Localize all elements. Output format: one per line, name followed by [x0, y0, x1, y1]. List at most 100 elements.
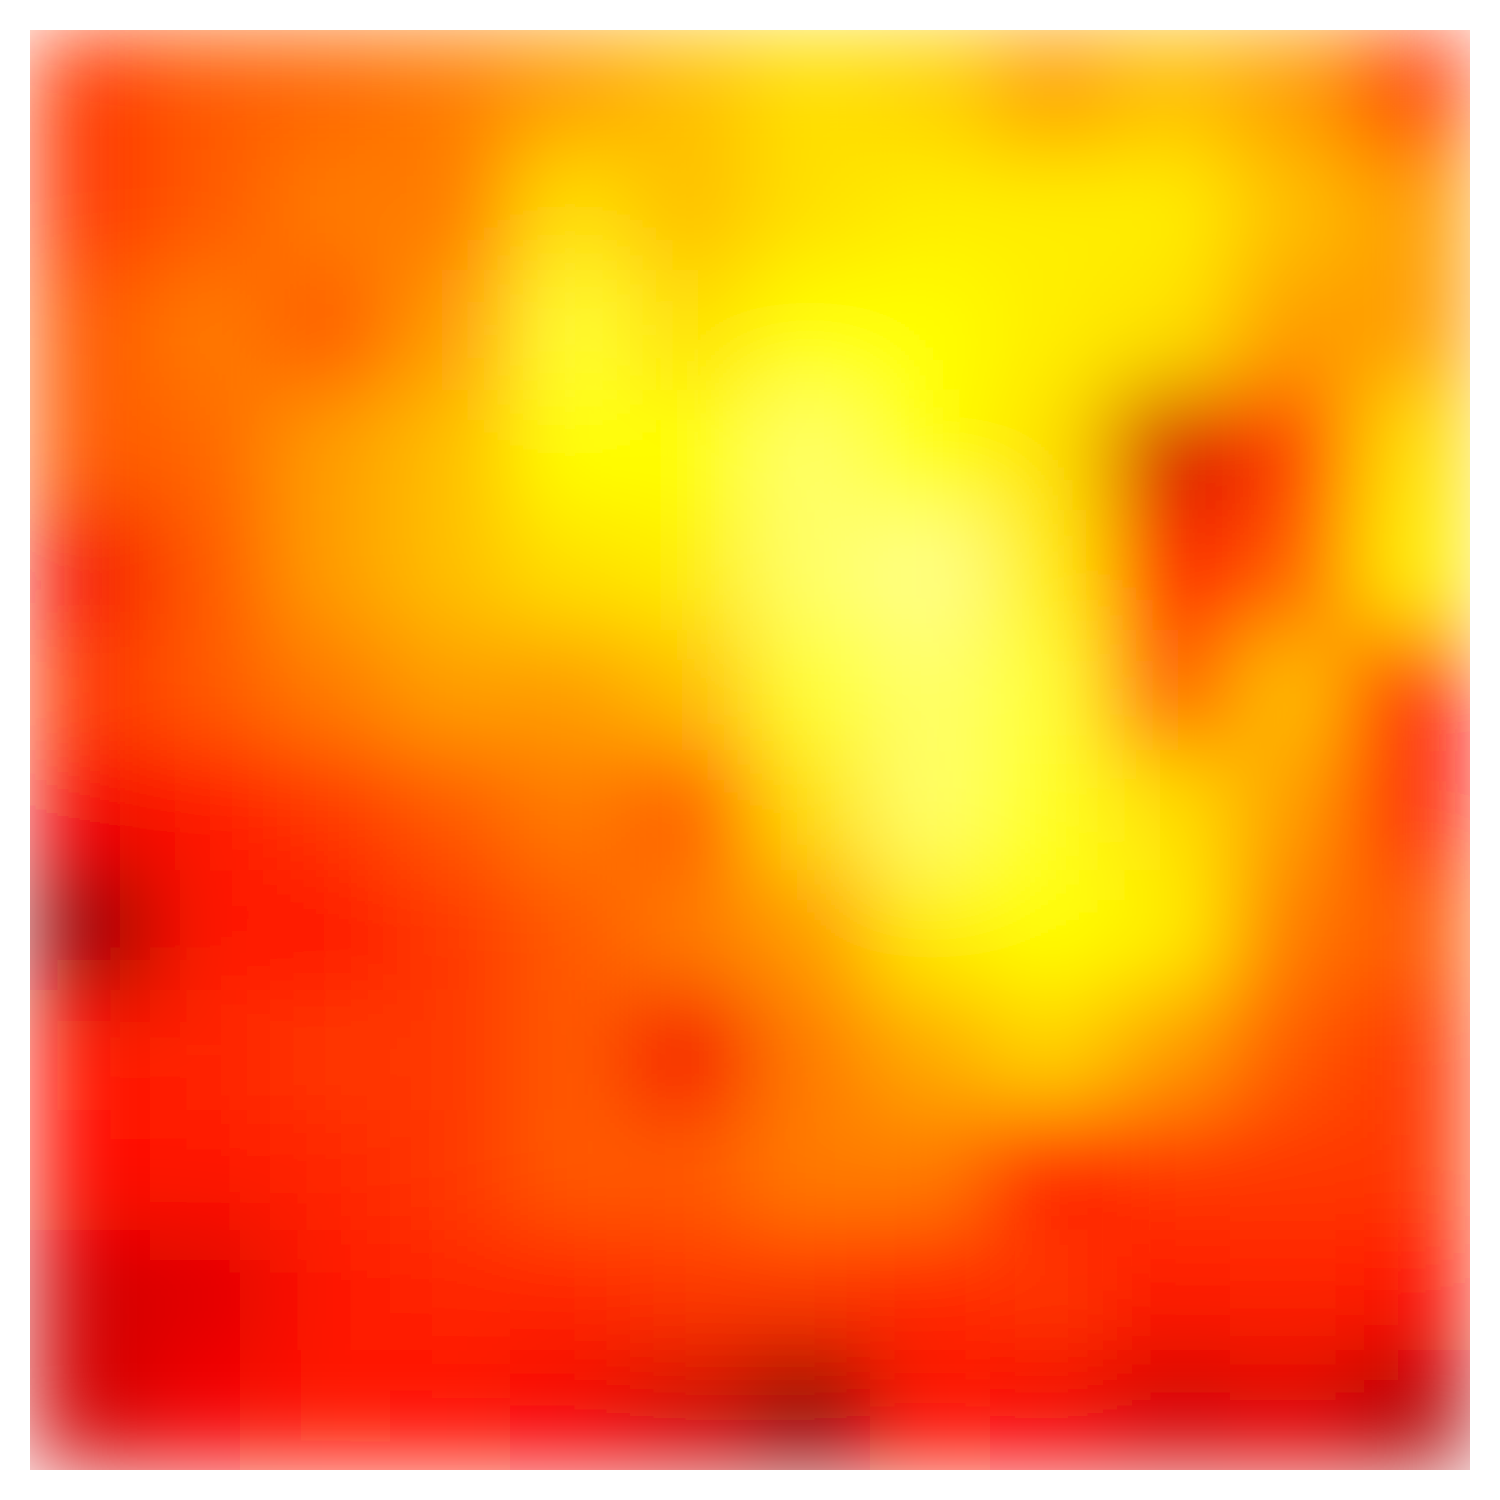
- heatmap-cell: [870, 510, 991, 631]
- heatmap-cell: [390, 1230, 511, 1351]
- heatmap-cell: [30, 150, 151, 271]
- heatmap-cell: [870, 1230, 991, 1351]
- heatmap-cell: [870, 630, 991, 751]
- heatmap-cell: [990, 30, 1111, 151]
- heatmap-cell: [990, 1350, 1111, 1470]
- heatmap-cell: [1110, 990, 1231, 1111]
- heatmap-cell: [750, 30, 871, 151]
- heatmap-cell: [1230, 630, 1351, 751]
- heatmap-cell: [750, 150, 871, 271]
- heatmap-cell: [630, 510, 751, 631]
- heatmap-cell: [510, 150, 631, 271]
- heatmap-cell: [1110, 30, 1231, 151]
- heatmap-cell: [750, 990, 871, 1111]
- heatmap-cell: [990, 1230, 1111, 1351]
- heatmap-cell: [870, 870, 991, 991]
- heatmap-cell: [510, 270, 631, 391]
- heatmap-cell: [270, 30, 391, 151]
- heatmap-cell: [990, 390, 1111, 511]
- heatmap-cell: [390, 1350, 511, 1470]
- heatmap-cell: [630, 1350, 751, 1470]
- heatmap-cell: [150, 150, 271, 271]
- heatmap-cell: [510, 1230, 631, 1351]
- heatmap-cell: [990, 630, 1111, 751]
- heatmap-cell: [1110, 750, 1231, 871]
- heatmap-cell: [750, 510, 871, 631]
- heatmap-cell: [510, 1350, 631, 1470]
- heatmap-cell: [30, 630, 151, 751]
- heatmap-cell: [30, 270, 151, 391]
- heatmap-cell: [1230, 30, 1351, 151]
- heatmap-cell: [510, 750, 631, 871]
- heatmap-cell: [1230, 510, 1351, 631]
- heatmap-cell: [390, 390, 511, 511]
- heatmap-cell: [870, 1110, 991, 1231]
- heatmap-cell: [390, 750, 511, 871]
- heatmap-cell: [150, 1110, 271, 1231]
- heatmap-cell: [1350, 1110, 1470, 1231]
- heatmap-cell: [870, 390, 991, 511]
- heatmap-cell: [1350, 270, 1470, 391]
- heatmap-cell: [1230, 270, 1351, 391]
- heatmap-cell: [630, 990, 751, 1111]
- heatmap-cell: [270, 630, 391, 751]
- heatmap-cell: [510, 630, 631, 751]
- heatmap-cell: [1230, 1110, 1351, 1231]
- heatmap-cell: [150, 390, 271, 511]
- heatmap-cell: [1230, 990, 1351, 1111]
- heatmap-cell: [390, 990, 511, 1111]
- heatmap-cell: [870, 150, 991, 271]
- heatmap-cell: [630, 630, 751, 751]
- heatmap-cell: [990, 270, 1111, 391]
- heatmap-cell: [270, 390, 391, 511]
- heatmap-cell: [630, 1110, 751, 1231]
- heatmap-cell: [270, 1110, 391, 1231]
- heatmap-cell: [870, 270, 991, 391]
- heatmap-cell: [1350, 750, 1470, 871]
- heatmap-cell: [1230, 1350, 1351, 1470]
- heatmap-cell: [1350, 30, 1470, 151]
- heatmap-cell: [1350, 990, 1470, 1111]
- heatmap-cell: [990, 150, 1111, 271]
- heatmap-cell: [1110, 390, 1231, 511]
- heatmap-cell: [1110, 1230, 1231, 1351]
- heatmap-cell: [270, 270, 391, 391]
- heatmap-cell: [30, 870, 151, 991]
- heatmap-cell: [150, 30, 271, 151]
- heatmap-cell: [510, 870, 631, 991]
- heatmap-cell: [390, 150, 511, 271]
- heatmap-cell: [630, 270, 751, 391]
- heatmap-cell: [510, 990, 631, 1111]
- heatmap-cell: [270, 990, 391, 1111]
- heatmap-cell: [30, 390, 151, 511]
- heatmap-cell: [630, 150, 751, 271]
- heatmap-cell: [1350, 390, 1470, 511]
- heatmap-cell: [1110, 1110, 1231, 1231]
- heatmap-cell: [270, 1230, 391, 1351]
- heatmap-cells: [30, 30, 1470, 1470]
- heatmap-cell: [390, 270, 511, 391]
- heatmap-cell: [750, 270, 871, 391]
- heatmap-cell: [150, 750, 271, 871]
- heatmap-cell: [150, 270, 271, 391]
- plot-area: [30, 30, 1470, 1470]
- heatmap-cell: [150, 990, 271, 1111]
- heatmap-cell: [30, 750, 151, 871]
- heatmap-cell: [1230, 390, 1351, 511]
- heatmap-cell: [990, 510, 1111, 631]
- heatmap-cell: [30, 510, 151, 631]
- heatmap-cell: [30, 1230, 151, 1351]
- heatmap-cell: [1350, 1350, 1470, 1470]
- heatmap-cell: [630, 1230, 751, 1351]
- heatmap-cell: [1230, 870, 1351, 991]
- heatmap-cell: [390, 870, 511, 991]
- heatmap-cell: [510, 390, 631, 511]
- heatmap-cell: [1350, 510, 1470, 631]
- heatmap-cell: [30, 990, 151, 1111]
- heatmap-cell: [990, 750, 1111, 871]
- heatmap-cell: [990, 870, 1111, 991]
- heatmap-cell: [390, 510, 511, 631]
- heatmap-cell: [510, 510, 631, 631]
